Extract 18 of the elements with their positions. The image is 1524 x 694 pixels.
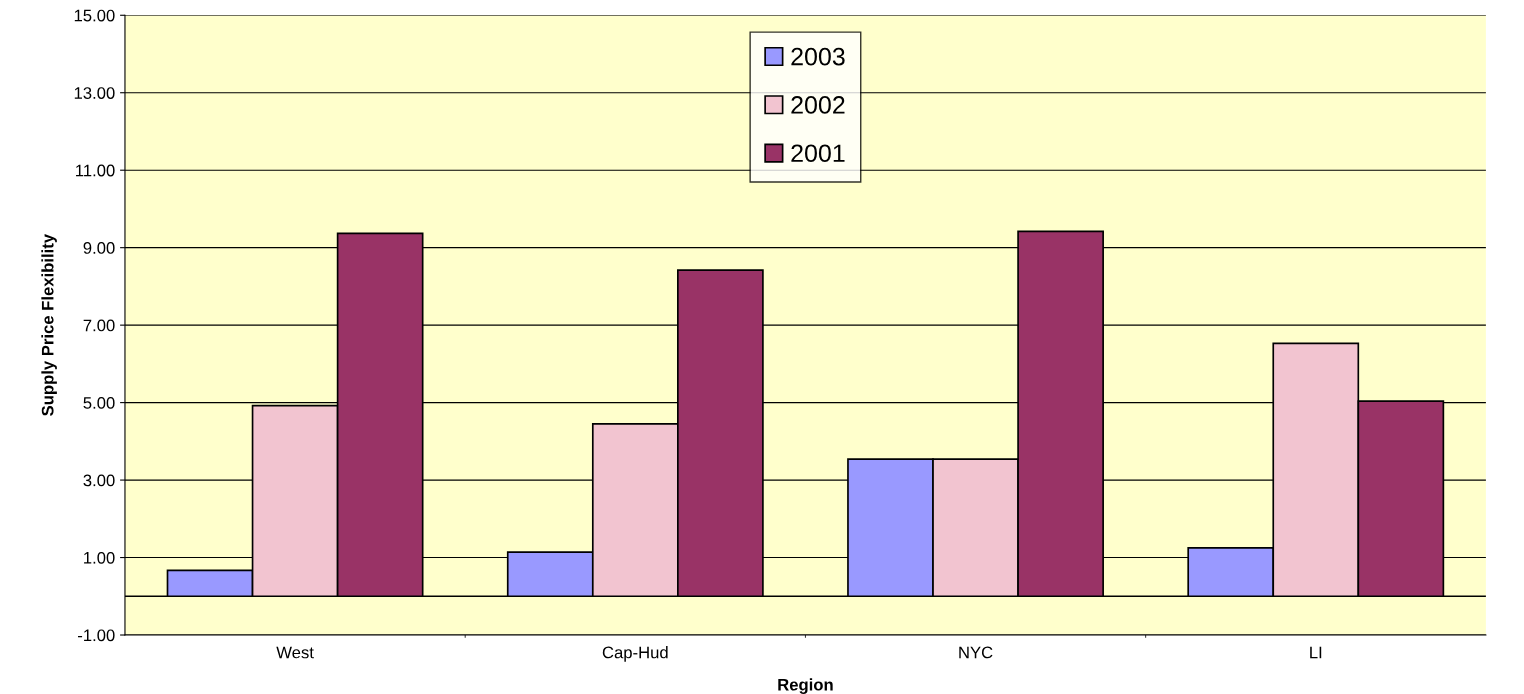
y-tick-label: 11.00: [76, 164, 115, 177]
legend-label: 2001: [791, 144, 845, 163]
y-axis-title: Supply Price Flexibility: [41, 233, 57, 416]
y-tick-label: 3.00: [83, 474, 115, 487]
legend-label: 2003: [791, 47, 845, 66]
x-axis-title: Region: [778, 678, 833, 694]
y-tick-label: -1.00: [78, 629, 115, 642]
y-tick-label: 15.00: [74, 9, 115, 22]
x-tick-label: Cap-Hud: [602, 646, 668, 662]
y-tick-label: 5.00: [83, 397, 115, 409]
x-tick-label: NYC: [959, 646, 993, 659]
x-tick-label: LI: [1310, 646, 1322, 659]
y-tick-label: 13.00: [74, 87, 115, 99]
y-tick-label: 7.00: [83, 319, 115, 332]
x-tick-label: West: [276, 646, 314, 659]
y-tick-label: 9.00: [83, 242, 115, 254]
y-tick-label: 1.00: [84, 551, 115, 564]
legend-label: 2002: [791, 96, 845, 114]
